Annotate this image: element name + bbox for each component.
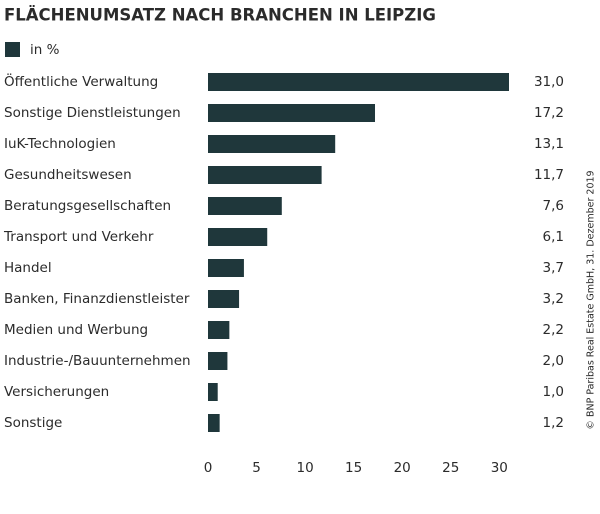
source-note: © BNP Paribas Real Estate GmbH, 31. Deze…: [586, 170, 597, 429]
category-label: IuK-Technologien: [4, 136, 116, 152]
value-label: 1,0: [543, 384, 564, 400]
category-label: Öffentliche Verwaltung: [4, 72, 158, 90]
legend-label: in %: [30, 42, 60, 58]
bar: [208, 290, 240, 308]
bar: [208, 135, 336, 153]
category-label: Gesundheitswesen: [4, 167, 132, 183]
bar: [208, 228, 268, 246]
value-label: 6,1: [543, 229, 564, 245]
value-label: 11,7: [534, 167, 564, 183]
category-label: Beratungsgesellschaften: [4, 198, 171, 214]
category-label: Versicherungen: [4, 384, 109, 400]
x-tick-label: 25: [442, 460, 459, 476]
category-label: Sonstige Dienstleistungen: [4, 105, 181, 121]
value-label: 2,2: [543, 322, 564, 338]
value-label: 17,2: [534, 105, 564, 121]
value-label: 3,2: [543, 291, 564, 307]
x-tick-label: 5: [252, 460, 261, 476]
bar: [208, 383, 218, 401]
category-label: Handel: [4, 260, 52, 276]
bar: [208, 166, 322, 184]
chart-title: FLÄCHENUMSATZ NACH BRANCHEN IN LEIPZIG: [4, 6, 436, 25]
legend-swatch: [5, 42, 20, 57]
bar: [208, 321, 230, 339]
category-label: Industrie-/Bauunternehmen: [4, 353, 191, 369]
x-tick-label: 15: [345, 460, 362, 476]
value-label: 13,1: [534, 136, 564, 152]
x-tick-label: 30: [491, 460, 508, 476]
category-label: Transport und Verkehr: [3, 229, 154, 245]
value-label: 7,6: [543, 198, 564, 214]
value-label: 3,7: [543, 260, 564, 276]
x-tick-label: 10: [297, 460, 314, 476]
category-label: Medien und Werbung: [4, 322, 148, 338]
value-label: 2,0: [543, 353, 564, 369]
bar: [208, 197, 282, 215]
bar: [208, 414, 220, 432]
value-label: 1,2: [543, 415, 564, 431]
category-label: Banken, Finanzdienstleister: [4, 291, 190, 307]
x-tick-label: 0: [204, 460, 213, 476]
bar: [208, 73, 509, 91]
bar: [208, 352, 228, 370]
bar: [208, 259, 244, 277]
x-tick-label: 20: [394, 460, 411, 476]
value-label: 31,0: [534, 74, 564, 90]
bar: [208, 104, 376, 122]
category-label: Sonstige: [4, 415, 62, 431]
